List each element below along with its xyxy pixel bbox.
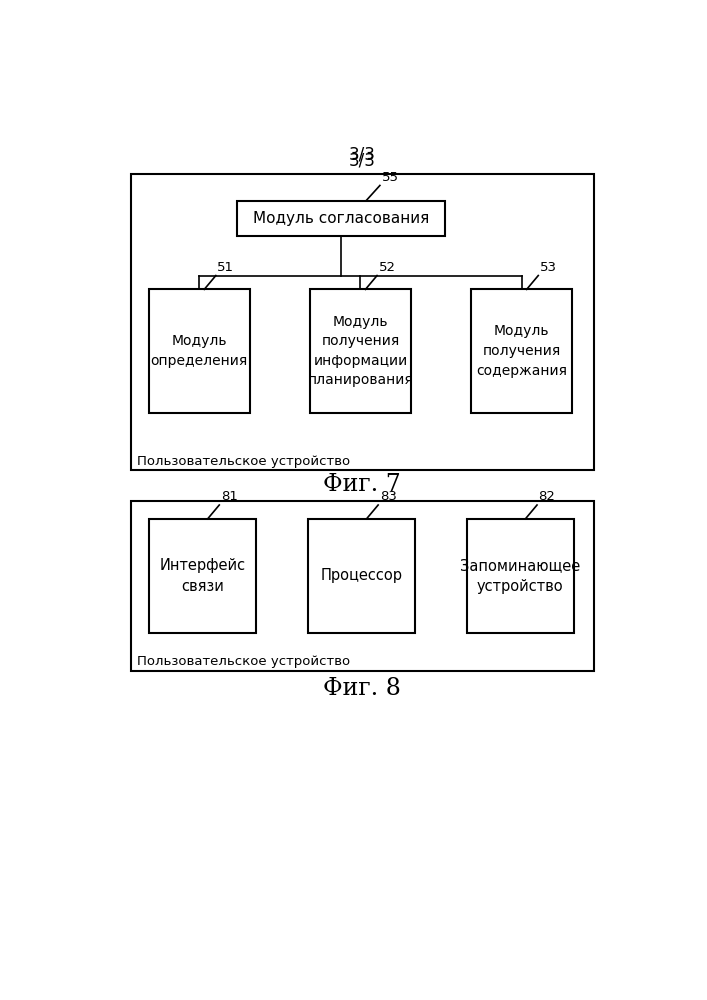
Bar <box>237 201 445 236</box>
Text: Запоминающее
устройство: Запоминающее устройство <box>460 558 580 594</box>
Bar <box>310 289 411 413</box>
Text: 55: 55 <box>382 171 399 184</box>
Bar <box>131 174 595 470</box>
Bar <box>149 519 256 633</box>
Text: Процессор: Процессор <box>320 568 402 583</box>
Text: 51: 51 <box>218 261 235 274</box>
Bar <box>149 289 250 413</box>
Text: 82: 82 <box>539 490 556 503</box>
Text: 53: 53 <box>540 261 557 274</box>
Text: Модуль
получения
содержания: Модуль получения содержания <box>476 324 567 377</box>
Text: 3/3: 3/3 <box>349 146 375 164</box>
Text: Фиг. 7: Фиг. 7 <box>323 473 401 496</box>
Text: 83: 83 <box>380 490 397 503</box>
Text: Интерфейс
связи: Интерфейс связи <box>159 558 245 594</box>
Text: 52: 52 <box>379 261 396 274</box>
Text: Пользовательское устройство: Пользовательское устройство <box>137 655 351 668</box>
Text: 3/3: 3/3 <box>349 151 375 169</box>
Text: Модуль
определения: Модуль определения <box>151 334 248 368</box>
Bar <box>308 519 414 633</box>
Bar <box>467 519 573 633</box>
Text: Модуль
получения
информации
планирования: Модуль получения информации планирования <box>308 315 414 387</box>
Bar <box>131 501 595 671</box>
Text: 81: 81 <box>221 490 238 503</box>
Text: Модуль согласования: Модуль согласования <box>253 211 429 226</box>
Bar <box>472 289 572 413</box>
Text: Пользовательское устройство: Пользовательское устройство <box>137 455 351 468</box>
Text: Фиг. 8: Фиг. 8 <box>323 677 401 700</box>
